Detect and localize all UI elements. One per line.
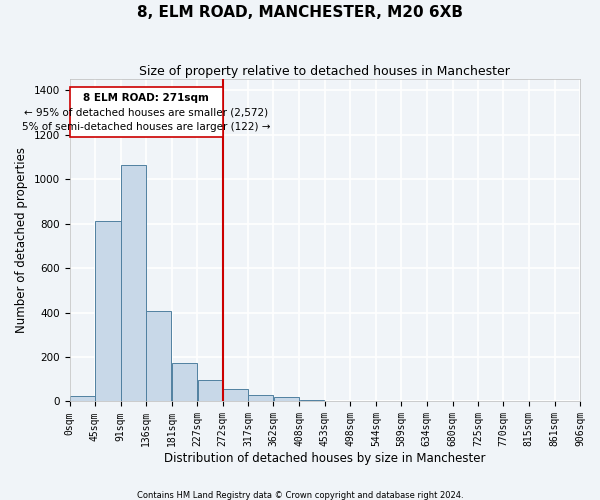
Bar bbox=[198, 380, 223, 402]
Bar bbox=[274, 397, 299, 402]
Bar bbox=[95, 222, 121, 402]
Y-axis label: Number of detached properties: Number of detached properties bbox=[15, 148, 28, 334]
Bar bbox=[299, 400, 325, 402]
Text: ← 95% of detached houses are smaller (2,572): ← 95% of detached houses are smaller (2,… bbox=[24, 108, 268, 118]
Bar bbox=[172, 362, 197, 402]
Title: Size of property relative to detached houses in Manchester: Size of property relative to detached ho… bbox=[139, 65, 510, 78]
Text: 5% of semi-detached houses are larger (122) →: 5% of semi-detached houses are larger (1… bbox=[22, 122, 271, 132]
Bar bbox=[223, 389, 248, 402]
Text: Contains HM Land Registry data © Crown copyright and database right 2024.: Contains HM Land Registry data © Crown c… bbox=[137, 490, 463, 500]
Bar bbox=[146, 312, 171, 402]
Text: 8, ELM ROAD, MANCHESTER, M20 6XB: 8, ELM ROAD, MANCHESTER, M20 6XB bbox=[137, 5, 463, 20]
Text: 8 ELM ROAD: 271sqm: 8 ELM ROAD: 271sqm bbox=[83, 93, 209, 103]
Bar bbox=[248, 395, 273, 402]
X-axis label: Distribution of detached houses by size in Manchester: Distribution of detached houses by size … bbox=[164, 452, 485, 465]
Bar bbox=[121, 164, 146, 402]
Bar bbox=[70, 396, 95, 402]
Bar bbox=[70, 87, 223, 137]
